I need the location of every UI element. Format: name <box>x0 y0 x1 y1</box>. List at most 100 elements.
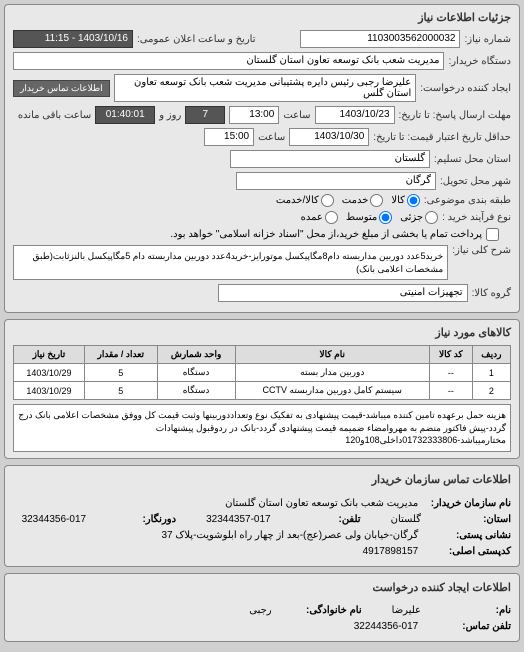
cell: -- <box>429 382 472 400</box>
cell: 5 <box>84 364 157 382</box>
cell: 5 <box>84 382 157 400</box>
main-title: جزئیات اطلاعات نیاز <box>13 11 511 24</box>
main-panel: جزئیات اطلاعات نیاز شماره نیاز: 11030035… <box>4 4 520 313</box>
pay-note-item[interactable]: پرداخت تمام یا بخشی از مبلغ خرید،از محل … <box>170 228 499 241</box>
row-summary: شرح کلی نیاز: خرید5عدد دوربین مداربسته د… <box>13 245 511 280</box>
req-row-1: نام:علیرضا نام خانوادگی:رجبی <box>13 603 511 619</box>
validity-time: 15:00 <box>204 128 254 146</box>
table-title: کالاهای مورد نیاز <box>13 326 511 339</box>
contact-panel: اطلاعات تماس سازمان خریدار نام سازمان خر… <box>4 465 520 567</box>
pack-label: طبقه بندی موضوعی: <box>424 195 511 206</box>
location-label: استان محل تسلیم: <box>434 154 511 165</box>
time-label-2: ساعت <box>258 132 285 143</box>
cell: سیستم کامل دوربین مداربسته CCTV <box>235 382 429 400</box>
pack-both-label: کالا/خدمت <box>276 195 319 206</box>
th-1: کد کالا <box>429 346 472 364</box>
row-buyer: دستگاه خریدار: مدیریت شعب بانک توسعه تعا… <box>13 52 511 70</box>
fax-value: 32344356-017 <box>22 514 87 525</box>
pay-mid-item[interactable]: متوسط <box>346 211 392 224</box>
validity-label: حداقل تاریخ اعتبار قیمت: تا تاریخ: <box>373 132 511 143</box>
items-table: ردیف کد کالا نام کالا واحد شمارش تعداد /… <box>13 345 511 400</box>
cell: -- <box>429 364 472 382</box>
row-pay: نوع فرآیند خرید : جزئی متوسط عمده پرداخت… <box>13 211 511 241</box>
time-remaining: 01:40:01 <box>95 106 155 124</box>
pay-low-label: جزئی <box>400 212 423 223</box>
req-family-value: رجبی <box>249 605 271 616</box>
table-note: هزینه حمل برعهده تامین کننده میباشد-قیمت… <box>13 404 511 452</box>
row-pack: طبقه بندی موضوعی: کالا خدمت کالا/خدمت <box>13 194 511 207</box>
address-value: گرگان-خیابان ولی عصر(عج)-بعد از چهار راه… <box>161 530 418 541</box>
group-field: تجهیزات امنیتی <box>218 284 468 302</box>
pay-note-checkbox[interactable] <box>486 228 499 241</box>
pay-high-label: عمده <box>301 212 323 223</box>
contact-org-row: نام سازمان خریدار: مدیریت شعب بانک توسعه… <box>13 496 511 512</box>
th-0: ردیف <box>472 346 510 364</box>
table-header-row: ردیف کد کالا نام کالا واحد شمارش تعداد /… <box>14 346 511 364</box>
cell: دستگاه <box>157 364 235 382</box>
summary-label: شرح کلی نیاز: <box>452 245 511 256</box>
pay-low-radio[interactable] <box>425 211 438 224</box>
pay-note-label: پرداخت تمام یا بخشی از مبلغ خرید،از محل … <box>170 229 482 240</box>
contact-buyer-button[interactable]: اطلاعات تماس خریدار <box>13 80 110 97</box>
pay-mid-radio[interactable] <box>379 211 392 224</box>
cell: 1 <box>472 364 510 382</box>
th-5: تاریخ نیاز <box>14 346 85 364</box>
req-family-label: نام خانوادگی: <box>272 603 362 619</box>
buyer-field: مدیریت شعب بانک توسعه تعاون استان گلستان <box>13 52 444 70</box>
summary-field: خرید5عدد دوربین مداربسته دام8مگاپیکسل مو… <box>13 245 448 280</box>
contact-title: اطلاعات تماس سازمان خریدار <box>13 472 511 490</box>
pack-goods-item[interactable]: کالا <box>391 194 420 207</box>
contact-address-row: نشانی پستی: گرگان-خیابان ولی عصر(عج)-بعد… <box>13 528 511 544</box>
row-location: استان محل تسلیم: گلستان <box>13 150 511 168</box>
location-field: گلستان <box>230 150 430 168</box>
announce-label: تاریخ و ساعت اعلان عمومی: <box>137 34 256 45</box>
days-remaining: 7 <box>185 106 225 124</box>
cell: دوربین مدار بسته <box>235 364 429 382</box>
contact-zip-row: کدپستی اصلی: 4917898157 <box>13 544 511 560</box>
req-phone-label: تلفن تماس: <box>421 619 511 635</box>
deadline-send-label: مهلت ارسال پاسخ: تا تاریخ: <box>399 110 511 121</box>
remain-label: ساعت باقی مانده <box>18 110 91 121</box>
province-label: استان: <box>421 512 511 528</box>
pack-both-item[interactable]: کالا/خدمت <box>276 194 334 207</box>
contact-row-2: استان:گلستان تلفن:32344357-017 دورنگار:3… <box>13 512 511 528</box>
province-value: گلستان <box>391 514 421 525</box>
pay-high-item[interactable]: عمده <box>301 211 338 224</box>
time-label-1: ساعت <box>283 110 310 121</box>
fax-label: دورنگار: <box>86 512 176 528</box>
row-need-number: شماره نیاز: 1103003562000032 تاریخ و ساع… <box>13 30 511 48</box>
address-label: نشانی پستی: <box>421 528 511 544</box>
table-panel: کالاهای مورد نیاز ردیف کد کالا نام کالا … <box>4 319 520 459</box>
pay-high-radio[interactable] <box>325 211 338 224</box>
row-group: گروه کالا: تجهیزات امنیتی <box>13 284 511 302</box>
pay-low-item[interactable]: جزئی <box>400 211 438 224</box>
pack-both-radio[interactable] <box>321 194 334 207</box>
buyer-label: دستگاه خریدار: <box>448 56 511 67</box>
pack-service-radio[interactable] <box>370 194 383 207</box>
city-label: شهر محل تحویل: <box>440 176 511 187</box>
need-number-label: شماره نیاز: <box>464 34 511 45</box>
th-3: واحد شمارش <box>157 346 235 364</box>
pack-service-label: خدمت <box>342 195 369 206</box>
requester-field: علیرضا رجبی رئیس دایره پشتیبانی مدیریت ش… <box>114 74 417 102</box>
pack-service-item[interactable]: خدمت <box>342 194 384 207</box>
req-name-label: نام: <box>421 603 511 619</box>
pack-goods-radio[interactable] <box>407 194 420 207</box>
cell: 1403/10/29 <box>14 382 85 400</box>
phone-label: تلفن: <box>271 512 361 528</box>
org-value: مدیریت شعب بانک توسعه تعاون استان گلستان <box>225 498 418 509</box>
req-phone-row: تلفن تماس: 32244356-017 <box>13 619 511 635</box>
days-label: روز و <box>159 110 181 121</box>
pack-radio-group: کالا خدمت کالا/خدمت <box>276 194 420 207</box>
phone-value: 32344357-017 <box>206 514 271 525</box>
org-label: نام سازمان خریدار: <box>421 496 511 512</box>
row-city: شهر محل تحویل: گرگان <box>13 172 511 190</box>
cell: 2 <box>472 382 510 400</box>
city-field: گرگان <box>236 172 436 190</box>
deadline-send-time: 13:00 <box>229 106 279 124</box>
row-requester: ایجاد کننده درخواست: علیرضا رجبی رئیس دا… <box>13 74 511 102</box>
th-2: نام کالا <box>235 346 429 364</box>
req-name-value: علیرضا <box>392 605 421 616</box>
validity-date: 1403/10/30 <box>289 128 369 146</box>
zip-label: کدپستی اصلی: <box>421 544 511 560</box>
